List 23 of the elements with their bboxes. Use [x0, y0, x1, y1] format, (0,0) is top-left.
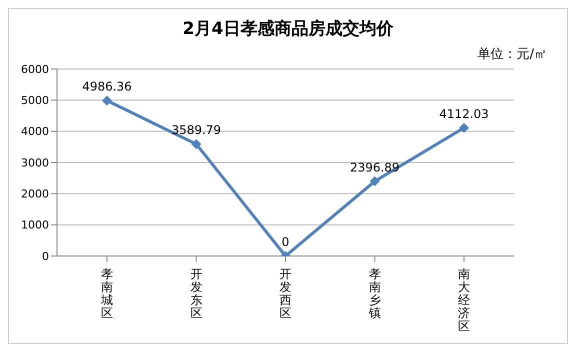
data-label: 2396.89 [350, 160, 400, 174]
data-label: 0 [282, 235, 290, 249]
point [370, 176, 380, 186]
y-tick-label: 3000 [21, 156, 49, 170]
point [191, 139, 202, 150]
chart-title: 2月4日孝感商品房成交均价 [182, 18, 394, 40]
y-tick-label: 0 [42, 250, 49, 263]
y-tick-label: 5000 [21, 94, 49, 108]
data-label: 4986.36 [82, 80, 132, 94]
x-tick-label: 孝南城区 [100, 267, 113, 320]
data-label: 4112.03 [439, 106, 489, 121]
x-tick-label: 开发西区 [280, 267, 292, 320]
point [102, 96, 112, 106]
y-tick-label: 6000 [21, 62, 49, 76]
text: 单位：元/㎡ [478, 46, 547, 63]
x-tick-label: 孝南乡镇 [368, 267, 381, 320]
data-label: 3589.79 [171, 123, 222, 138]
y-tick-label: 1000 [21, 218, 49, 232]
x-tick-label: 开发东区 [190, 267, 202, 320]
y-tick-label: 4000 [21, 125, 49, 138]
y-tick-label: 2000 [21, 188, 49, 201]
x-tick-label: 南大经济区 [458, 267, 470, 333]
point [459, 122, 469, 133]
